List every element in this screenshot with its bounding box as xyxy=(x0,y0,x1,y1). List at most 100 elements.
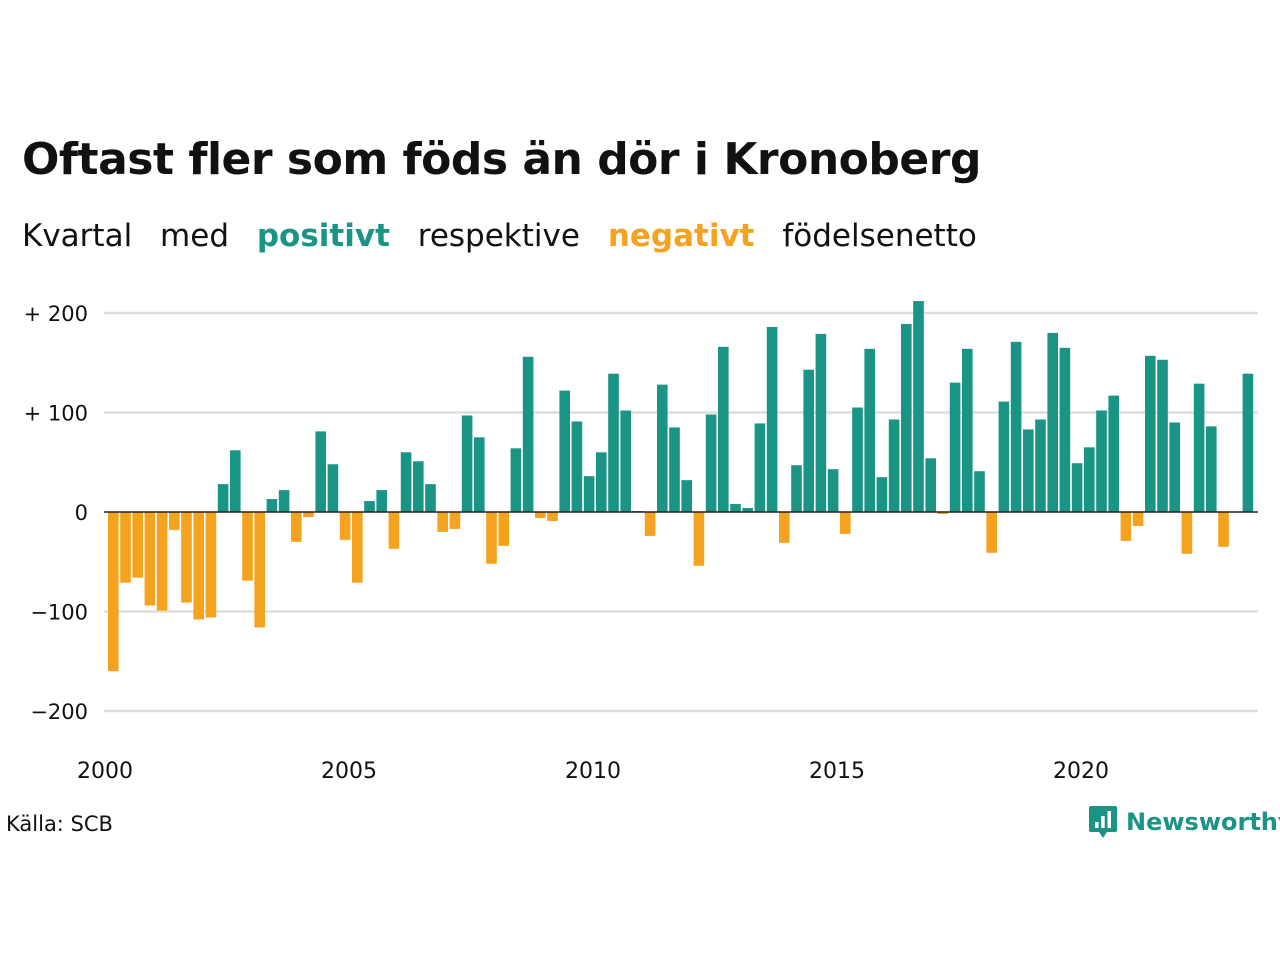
bar xyxy=(937,512,949,514)
bar xyxy=(327,464,339,512)
bar xyxy=(132,512,143,578)
bar xyxy=(400,452,412,512)
bar xyxy=(1047,332,1058,512)
bar xyxy=(718,346,729,512)
bar xyxy=(547,512,558,521)
bar xyxy=(498,512,509,546)
source-note: Källa: SCB xyxy=(6,812,113,836)
y-tick-label: −100 xyxy=(30,601,88,625)
bar xyxy=(962,348,973,512)
bar xyxy=(522,356,534,512)
bar xyxy=(156,512,168,611)
bar xyxy=(1242,373,1254,512)
bar xyxy=(1010,341,1022,512)
subtitle-word-respectively: respektive xyxy=(417,218,580,254)
bar xyxy=(425,484,436,512)
bar xyxy=(840,512,851,534)
bar xyxy=(986,512,997,553)
bar-chart: + 200 + 100 0 −100 −200 2000 2005 2010 2015 2020 xyxy=(24,301,1258,784)
bar xyxy=(791,465,802,512)
bar xyxy=(766,326,778,512)
x-tick-label: 2015 xyxy=(809,759,865,784)
bar xyxy=(242,512,253,581)
bar xyxy=(779,512,790,543)
x-tick-label: 2020 xyxy=(1053,759,1109,784)
bar xyxy=(1023,429,1034,512)
bar xyxy=(669,427,680,512)
bar xyxy=(681,480,692,512)
bar xyxy=(974,471,985,512)
bar xyxy=(1035,419,1046,512)
bar xyxy=(1218,512,1229,547)
bar xyxy=(193,512,204,620)
bar xyxy=(461,415,473,512)
bar xyxy=(657,384,668,512)
bar xyxy=(644,512,656,536)
bar xyxy=(583,476,595,512)
subtitle-word-net-births: födelsenetto xyxy=(782,218,977,254)
bar xyxy=(169,512,180,530)
bar xyxy=(1132,512,1144,526)
bar xyxy=(1071,463,1083,512)
bar xyxy=(998,401,1010,512)
bar xyxy=(315,431,326,512)
chart-subtitle: Kvartal med positivt respektive negativt… xyxy=(22,216,995,256)
bar xyxy=(876,477,888,512)
bar xyxy=(388,512,400,549)
bar xyxy=(1181,512,1193,554)
bar xyxy=(449,512,461,529)
bar xyxy=(803,369,814,512)
bar xyxy=(608,373,619,512)
bar xyxy=(815,333,827,512)
bar xyxy=(217,484,229,512)
bar xyxy=(901,323,912,512)
bar xyxy=(291,512,302,542)
bar xyxy=(413,461,424,512)
bar xyxy=(254,512,265,628)
bar xyxy=(1096,410,1107,512)
bar xyxy=(474,437,485,512)
bar xyxy=(535,512,546,518)
bar xyxy=(852,407,863,512)
bar xyxy=(693,512,705,566)
bar xyxy=(705,414,717,512)
bar xyxy=(742,508,753,512)
bar xyxy=(730,504,741,512)
subtitle-positive-label: positivt xyxy=(256,218,390,254)
bar xyxy=(144,512,156,606)
chart-title: Oftast fler som föds än dör i Kronoberg xyxy=(22,134,981,185)
bar xyxy=(1169,422,1180,512)
bar xyxy=(510,448,522,512)
bar xyxy=(205,512,217,618)
bar xyxy=(339,512,351,540)
bar xyxy=(913,301,924,512)
bar xyxy=(266,499,278,512)
subtitle-word-with: med xyxy=(160,218,229,254)
y-tick-label: −200 xyxy=(30,700,88,724)
bar-chart-icon xyxy=(1089,806,1117,838)
x-tick-label: 2005 xyxy=(321,759,377,784)
bar xyxy=(486,512,497,564)
bar xyxy=(1059,347,1071,512)
bar xyxy=(364,501,375,512)
bar xyxy=(303,512,314,517)
x-tick-label: 2010 xyxy=(565,759,621,784)
y-tick-label: + 200 xyxy=(24,302,88,326)
bar xyxy=(1108,395,1119,512)
bar xyxy=(1084,447,1095,512)
bar xyxy=(754,423,766,512)
bar xyxy=(888,419,900,512)
bar xyxy=(1145,355,1156,512)
bar xyxy=(352,512,363,583)
bar xyxy=(120,512,131,583)
bar xyxy=(559,390,570,512)
bar xyxy=(864,348,875,512)
bar xyxy=(620,410,631,512)
bar xyxy=(437,512,448,532)
bar xyxy=(278,490,290,512)
bar xyxy=(376,490,387,512)
newsworthy-logo: Newsworthy xyxy=(1088,804,1280,840)
bar xyxy=(949,382,961,512)
bar xyxy=(108,512,119,672)
bar xyxy=(1206,426,1217,512)
